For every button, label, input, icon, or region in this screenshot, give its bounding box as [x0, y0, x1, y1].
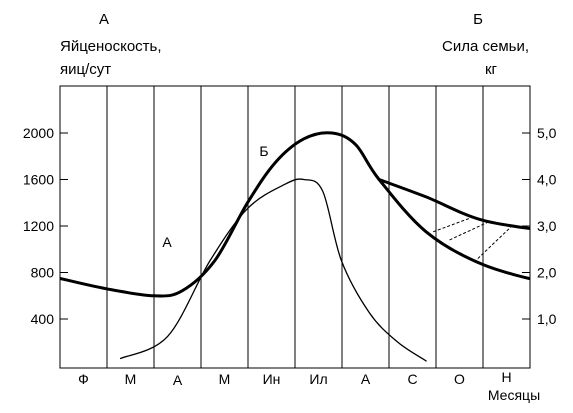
left-axis-title-line1: Яйценоскость,: [60, 38, 162, 55]
right-tick-label: 3,0: [537, 218, 557, 234]
right-axis-letter: Б: [473, 11, 483, 28]
month-label: М: [219, 371, 231, 387]
right-tick-label: 4,0: [537, 172, 557, 188]
left-axis-title-line2: яиц/сут: [60, 61, 111, 78]
month-label: М: [125, 371, 137, 387]
vertical-gridlines: [106, 86, 484, 368]
month-label: Ин: [263, 371, 281, 387]
hatch-lines: [432, 217, 512, 259]
right-tick-label: 2,0: [537, 265, 557, 281]
hatch-line: [432, 217, 471, 233]
hatch-line: [449, 222, 488, 241]
series-b-line-lower: [60, 131, 530, 298]
month-label: С: [407, 371, 417, 387]
hatch-line: [477, 226, 512, 259]
right-axis-title-line1: Сила семьи,: [442, 38, 529, 55]
series-label-a: А: [162, 234, 172, 250]
month-label: А: [361, 371, 371, 387]
x-axis-label: Месяцы: [488, 387, 540, 403]
left-axis-ticks: 400 800 1200 1600 2000: [23, 125, 68, 327]
right-axis-title-line2: кг: [485, 61, 498, 78]
month-labels: Ф М А М Ин Ил А С О Н: [78, 369, 511, 388]
series-lines: [60, 131, 530, 362]
right-axis-ticks: 1,0 2,0 3,0 4,0 5,0: [522, 125, 557, 327]
right-tick-label: 5,0: [537, 125, 557, 141]
right-tick-label: 1,0: [537, 311, 557, 327]
series-label-b: Б: [259, 143, 268, 159]
series-b-line-upper: [377, 178, 530, 231]
month-label: О: [454, 371, 465, 387]
series-a-line: [119, 178, 427, 362]
month-label: Ф: [78, 371, 89, 387]
left-tick-label: 400: [31, 311, 55, 327]
left-tick-label: 1200: [23, 218, 54, 234]
left-tick-label: 1600: [23, 172, 54, 188]
left-tick-label: 2000: [23, 125, 54, 141]
month-label: А: [173, 372, 183, 388]
month-label: Ил: [309, 371, 327, 387]
left-tick-label: 800: [31, 265, 55, 281]
month-label: Н: [501, 369, 511, 385]
left-axis-letter: А: [99, 11, 109, 28]
